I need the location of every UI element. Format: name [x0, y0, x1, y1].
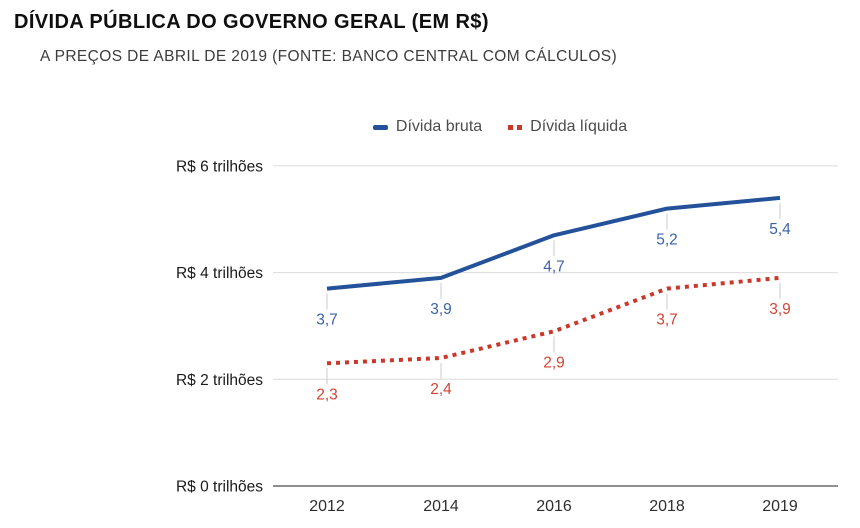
y-tick-label: R$ 6 trilhões — [176, 158, 263, 175]
legend-label-divida-bruta: Dívida bruta — [395, 118, 483, 135]
x-tick-label: 2018 — [649, 498, 685, 515]
x-tick-label: 2019 — [762, 498, 798, 515]
x-tick-label: 2016 — [536, 498, 572, 515]
solid-line-icon — [372, 124, 388, 130]
point-label: 2,9 — [543, 354, 565, 371]
y-tick-label: R$ 2 trilhões — [176, 372, 263, 389]
x-tick-label: 2014 — [423, 498, 459, 515]
legend-label-divida-liquida: Dívida líquida — [530, 118, 628, 135]
x-tick-label: 2012 — [309, 498, 345, 515]
point-label: 2,4 — [430, 381, 452, 398]
y-tick-label: R$ 0 trilhões — [176, 479, 263, 496]
point-label: 2,3 — [316, 386, 338, 403]
page-title: DÍVIDA PÚBLICA DO GOVERNO GERAL (EM R$) — [14, 11, 489, 33]
line-chart-plot-area: R$ 0 trilhões R$ 2 trilhões R$ 4 trilhões R… — [176, 158, 838, 515]
legend-item-divida-bruta: Dívida bruta — [372, 118, 483, 136]
point-label: 3,7 — [316, 312, 338, 329]
dotted-line-icon — [508, 124, 523, 130]
point-label: 4,7 — [543, 258, 565, 275]
page-subtitle: A PREÇOS DE ABRIL DE 2019 (FONTE: BANCO … — [40, 48, 618, 65]
point-label: 5,2 — [656, 232, 678, 249]
legend-item-divida-liquida: Dívida líquida — [508, 118, 627, 136]
legend: Dívida bruta Dívida líquida — [160, 118, 840, 136]
y-tick-label: R$ 4 trilhões — [176, 265, 263, 282]
series-line-dívida-bruta — [326, 195, 781, 291]
point-label: 5,4 — [769, 221, 791, 238]
point-label: 3,9 — [769, 301, 791, 318]
point-label: 3,7 — [656, 312, 678, 329]
series-line-dívida-líquida — [326, 275, 781, 366]
point-label: 3,9 — [430, 301, 452, 318]
